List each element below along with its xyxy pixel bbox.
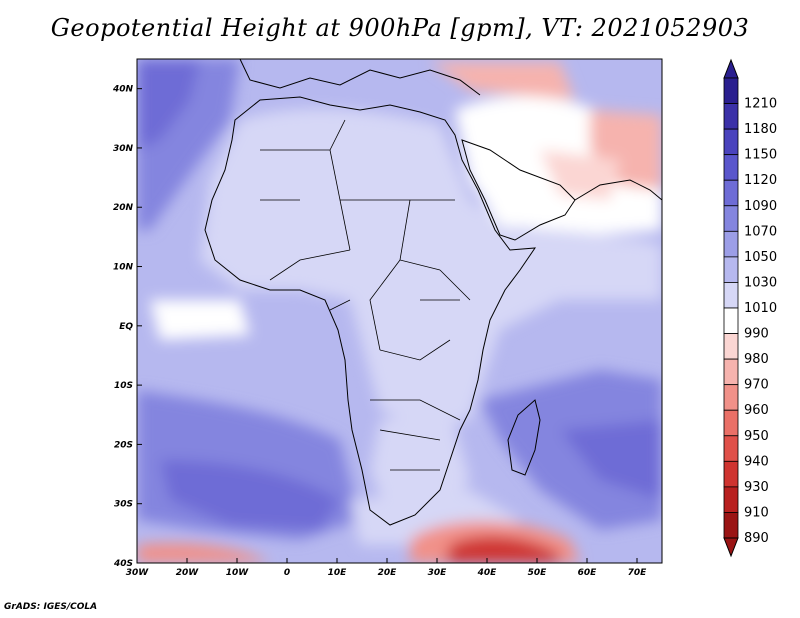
lat-tick-label: 20N [113, 203, 134, 213]
lat-tick-label: 30N [113, 144, 134, 154]
colorbar-swatch [723, 358, 739, 386]
colorbar-label: 950 [744, 429, 769, 444]
colorbar-label: 1120 [744, 173, 777, 188]
lon-tick-label: 70E [628, 568, 648, 578]
colorbar-swatch [723, 77, 739, 104]
lon-tick-label: 20W [176, 568, 200, 578]
colorbar-swatch [723, 460, 739, 488]
colorbar-label: 1180 [744, 122, 777, 137]
lon-tick-label: 60E [578, 568, 598, 578]
colorbar-label: 970 [744, 378, 769, 393]
latitude-axis: 40N 30N 20N 10N EQ 10S 20S 30S 40S [112, 85, 142, 569]
lat-tick-label: 10N [113, 263, 134, 273]
colorbar: 1210 1180 1150 1120 1090 1070 1050 1030 1010 990 9… [723, 58, 777, 558]
colorbar-label: 1090 [744, 199, 777, 214]
colorbar-label: 930 [744, 480, 769, 495]
colorbar-swatch [723, 282, 739, 309]
lon-tick-label: 30W [126, 568, 150, 578]
colorbar-swatch [723, 256, 739, 283]
lon-tick-label: 0 [284, 568, 290, 578]
colorbar-swatch [723, 409, 739, 437]
colorbar-swatch [723, 307, 739, 334]
lat-tick-label: 10S [114, 381, 133, 391]
colorbar-label: 1030 [744, 275, 777, 290]
colorbar-label: 1210 [744, 97, 777, 112]
colorbar-bottom-arrow [723, 537, 739, 558]
colorbar-label: 980 [744, 352, 769, 367]
colorbar-swatch [723, 512, 739, 539]
lat-tick-label: 40N [112, 85, 134, 95]
lat-tick-label: EQ [119, 322, 133, 332]
europe-coastline [239, 59, 481, 96]
lon-tick-label: 50E [528, 568, 548, 578]
colorbar-swatch [723, 179, 739, 207]
colorbar-label: 1010 [744, 301, 777, 316]
colorbar-label: 990 [744, 327, 769, 342]
arabia-coastline [461, 139, 576, 241]
colorbar-label: 1050 [744, 250, 777, 265]
madagascar-coastline [507, 399, 541, 476]
colorbar-swatch [723, 230, 739, 258]
africa-coastline [204, 96, 537, 526]
colorbar-label: 940 [744, 454, 769, 469]
country-borders [260, 119, 471, 471]
lat-tick-label: 20S [114, 440, 133, 450]
colorbar-swatch [723, 103, 739, 130]
lat-tick-label: 30S [114, 500, 133, 510]
colorbar-swatch [723, 486, 739, 513]
colorbar-top-arrow [723, 58, 739, 79]
height-field [137, 59, 662, 563]
map-title: Geopotential Height at 900hPa [gpm], VT:… [50, 14, 750, 42]
lon-tick-label: 10W [226, 568, 250, 578]
lon-tick-label: 10E [328, 568, 348, 578]
colorbar-swatch [723, 154, 739, 181]
colorbar-swatch [723, 205, 739, 232]
map-frame [136, 58, 663, 564]
lon-tick-label: 20E [378, 568, 398, 578]
colorbar-swatch [723, 435, 739, 462]
lat-tick-label: 40S [113, 559, 133, 569]
colorbar-swatch [723, 333, 739, 360]
lon-tick-label: 30E [428, 568, 448, 578]
coastlines [204, 59, 662, 526]
colorbar-label: 1070 [744, 224, 777, 239]
asia-coastline [574, 179, 662, 201]
longitude-axis: 30W 20W 10W 0 10E 20E 30E 40E 50E 60E 70E [126, 558, 647, 578]
colorbar-label: 890 [744, 531, 769, 546]
colorbar-swatch [723, 384, 739, 411]
colorbar-label: 960 [744, 403, 769, 418]
footer-credit: GrADS: IGES/COLA [4, 602, 98, 612]
colorbar-label: 910 [744, 505, 769, 520]
colorbar-swatch [723, 128, 739, 156]
lon-tick-label: 40E [477, 568, 498, 578]
colorbar-label: 1150 [744, 148, 777, 163]
